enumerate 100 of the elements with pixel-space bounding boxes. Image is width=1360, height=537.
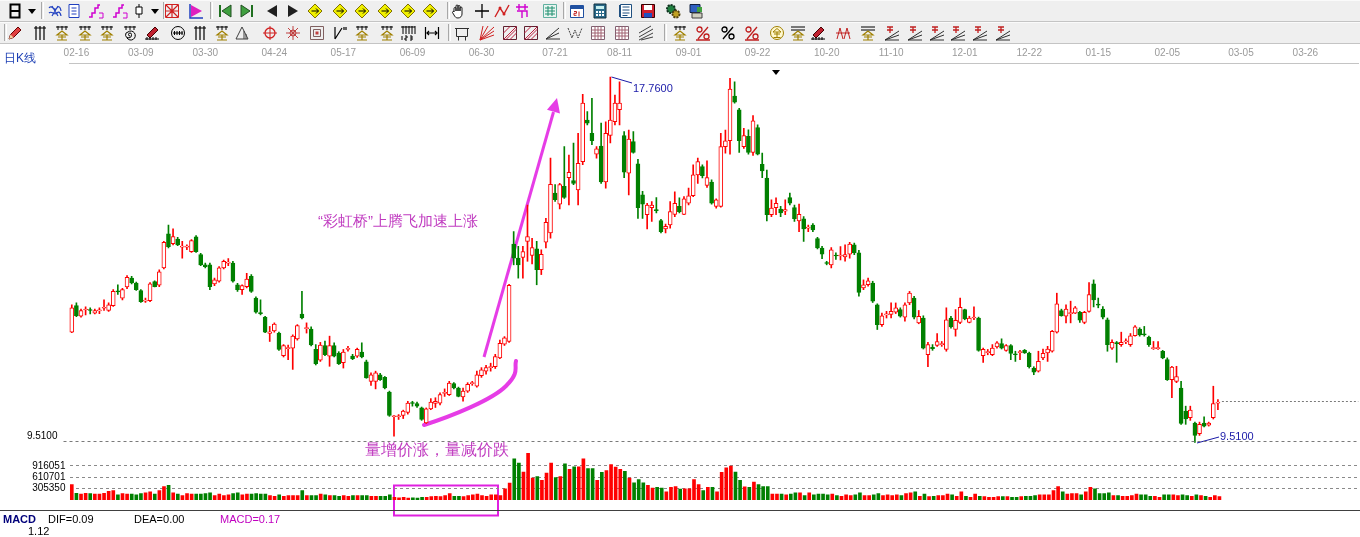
bar bbox=[927, 496, 931, 500]
bar bbox=[318, 493, 323, 500]
bar bbox=[116, 494, 120, 500]
bar bbox=[784, 494, 789, 500]
bar bbox=[429, 496, 434, 500]
bar bbox=[641, 482, 646, 500]
candlestick bbox=[198, 252, 204, 267]
bar bbox=[1194, 494, 1199, 500]
bar bbox=[1106, 492, 1111, 500]
bar bbox=[226, 494, 231, 500]
bar bbox=[148, 491, 152, 500]
bar bbox=[788, 493, 793, 500]
bar bbox=[1116, 495, 1120, 500]
candlestick bbox=[1210, 385, 1216, 420]
bar bbox=[1189, 495, 1194, 500]
bar bbox=[406, 497, 411, 500]
bar bbox=[364, 495, 369, 500]
bar bbox=[185, 493, 189, 500]
candlestick bbox=[1197, 421, 1202, 436]
candlestick bbox=[433, 397, 438, 408]
bar bbox=[586, 468, 590, 500]
candlestick bbox=[1118, 331, 1124, 347]
bar bbox=[798, 492, 802, 500]
candlestick bbox=[1036, 350, 1041, 373]
bar bbox=[848, 495, 853, 500]
candlestick bbox=[129, 276, 134, 285]
candlestick bbox=[1141, 326, 1147, 337]
bar bbox=[881, 495, 885, 500]
candlestick bbox=[267, 326, 273, 342]
bar bbox=[973, 493, 977, 500]
bar bbox=[351, 495, 355, 500]
bar bbox=[291, 495, 295, 500]
bar bbox=[1010, 497, 1014, 500]
bar bbox=[752, 481, 756, 500]
bar bbox=[397, 497, 401, 500]
bar bbox=[1083, 491, 1088, 500]
bar bbox=[194, 493, 199, 500]
bar bbox=[572, 466, 577, 500]
candlestick bbox=[631, 131, 636, 154]
bar bbox=[134, 494, 139, 500]
candlestick bbox=[1160, 350, 1166, 360]
candlestick bbox=[281, 344, 286, 358]
candlestick bbox=[617, 81, 622, 126]
bar bbox=[1208, 497, 1213, 500]
bar bbox=[1176, 495, 1180, 500]
candlestick bbox=[971, 306, 977, 321]
bar bbox=[563, 463, 567, 500]
bar bbox=[747, 486, 752, 500]
bar bbox=[1033, 495, 1037, 500]
candlestick bbox=[456, 386, 461, 398]
candlestick bbox=[746, 129, 751, 155]
bar bbox=[595, 479, 600, 500]
bar bbox=[129, 493, 134, 500]
chart-title: 日K线 bbox=[4, 51, 37, 65]
candlestick bbox=[1059, 308, 1064, 317]
bar bbox=[1185, 495, 1189, 500]
text: MACD bbox=[3, 513, 36, 525]
candlestick bbox=[97, 307, 102, 314]
candlestick bbox=[907, 291, 912, 306]
bar bbox=[535, 476, 540, 500]
text: DIF=0.09 bbox=[48, 513, 94, 525]
bar bbox=[871, 494, 876, 500]
bar bbox=[125, 493, 129, 500]
candlestick bbox=[120, 287, 125, 301]
candlestick bbox=[74, 302, 79, 317]
bar bbox=[1093, 488, 1097, 500]
candlestick bbox=[1095, 297, 1101, 309]
candlestick bbox=[842, 244, 848, 262]
bar bbox=[950, 494, 954, 500]
bar bbox=[424, 497, 429, 500]
bar bbox=[88, 493, 93, 500]
candlestick bbox=[101, 299, 107, 311]
bar bbox=[1000, 496, 1005, 500]
bar bbox=[341, 495, 346, 500]
candlestick bbox=[769, 199, 774, 217]
bar bbox=[646, 485, 650, 500]
bar bbox=[553, 477, 558, 500]
candlestick bbox=[594, 146, 599, 159]
candlestick bbox=[976, 316, 981, 352]
y-tick-label: 305350 bbox=[32, 482, 66, 494]
x-tick-label: 09-22 bbox=[744, 46, 771, 58]
annotation: 17.7600 bbox=[633, 82, 673, 94]
bar bbox=[894, 494, 899, 500]
bar bbox=[1019, 496, 1024, 500]
bar bbox=[706, 486, 710, 500]
bar bbox=[996, 496, 1001, 500]
candlestick bbox=[861, 279, 866, 290]
candlestick bbox=[525, 204, 530, 262]
candlestick bbox=[225, 258, 231, 267]
bar bbox=[821, 493, 825, 500]
candlestick bbox=[1105, 317, 1110, 352]
bar bbox=[1042, 494, 1047, 500]
candlestick bbox=[782, 199, 788, 216]
text: MACD=0.17 bbox=[220, 513, 281, 525]
candlestick bbox=[1128, 333, 1133, 347]
bar bbox=[1079, 494, 1083, 500]
candlestick bbox=[1091, 279, 1096, 308]
bar bbox=[1166, 494, 1171, 500]
bar bbox=[682, 488, 687, 500]
candlestick bbox=[115, 284, 121, 295]
